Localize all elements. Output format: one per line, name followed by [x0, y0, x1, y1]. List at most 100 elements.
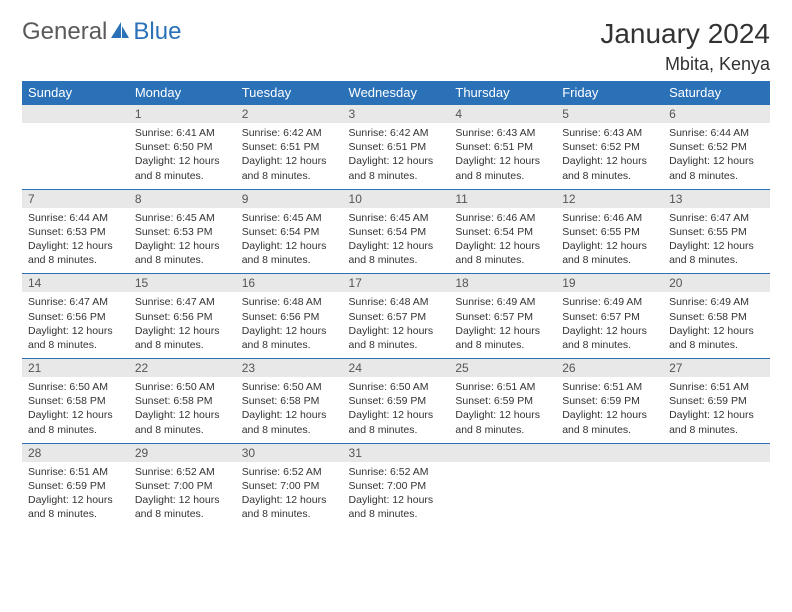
sunset-line: Sunset: 6:58 PM	[135, 394, 230, 408]
daylight-line: Daylight: 12 hours and 8 minutes.	[349, 154, 444, 182]
sunrise-line: Sunrise: 6:43 AM	[562, 126, 657, 140]
day-cell: Sunrise: 6:48 AMSunset: 6:57 PMDaylight:…	[343, 292, 450, 358]
sunset-line: Sunset: 6:58 PM	[28, 394, 123, 408]
day-number: 13	[663, 189, 770, 208]
day-number: 20	[663, 274, 770, 293]
day-number: 26	[556, 359, 663, 378]
day-number	[22, 105, 129, 124]
sunrise-line: Sunrise: 6:51 AM	[28, 465, 123, 479]
location: Mbita, Kenya	[600, 54, 770, 75]
day-number-row: 123456	[22, 105, 770, 124]
daylight-line: Daylight: 12 hours and 8 minutes.	[242, 408, 337, 436]
sunrise-line: Sunrise: 6:45 AM	[349, 211, 444, 225]
sunset-line: Sunset: 6:59 PM	[669, 394, 764, 408]
day-cell: Sunrise: 6:47 AMSunset: 6:55 PMDaylight:…	[663, 208, 770, 274]
sunrise-line: Sunrise: 6:50 AM	[349, 380, 444, 394]
day-cell: Sunrise: 6:44 AMSunset: 6:52 PMDaylight:…	[663, 123, 770, 189]
day-content-row: Sunrise: 6:44 AMSunset: 6:53 PMDaylight:…	[22, 208, 770, 274]
sunrise-line: Sunrise: 6:43 AM	[455, 126, 550, 140]
day-number-row: 14151617181920	[22, 274, 770, 293]
sunrise-line: Sunrise: 6:52 AM	[349, 465, 444, 479]
logo-text-blue: Blue	[133, 18, 181, 46]
weekday-header: Wednesday	[343, 81, 450, 105]
sunset-line: Sunset: 6:59 PM	[562, 394, 657, 408]
sunset-line: Sunset: 6:58 PM	[669, 310, 764, 324]
day-cell: Sunrise: 6:46 AMSunset: 6:55 PMDaylight:…	[556, 208, 663, 274]
day-number: 31	[343, 443, 450, 462]
sunrise-line: Sunrise: 6:47 AM	[669, 211, 764, 225]
day-number: 7	[22, 189, 129, 208]
weekday-header: Tuesday	[236, 81, 343, 105]
daylight-line: Daylight: 12 hours and 8 minutes.	[455, 324, 550, 352]
day-number: 29	[129, 443, 236, 462]
daylight-line: Daylight: 12 hours and 8 minutes.	[669, 324, 764, 352]
sunrise-line: Sunrise: 6:50 AM	[135, 380, 230, 394]
day-content-row: Sunrise: 6:51 AMSunset: 6:59 PMDaylight:…	[22, 462, 770, 528]
title-block: January 2024 Mbita, Kenya	[600, 18, 770, 75]
daylight-line: Daylight: 12 hours and 8 minutes.	[135, 154, 230, 182]
day-number-row: 28293031	[22, 443, 770, 462]
day-number: 5	[556, 105, 663, 124]
day-cell: Sunrise: 6:50 AMSunset: 6:58 PMDaylight:…	[129, 377, 236, 443]
sunset-line: Sunset: 6:59 PM	[455, 394, 550, 408]
daylight-line: Daylight: 12 hours and 8 minutes.	[349, 324, 444, 352]
sunrise-line: Sunrise: 6:51 AM	[562, 380, 657, 394]
sunrise-line: Sunrise: 6:50 AM	[28, 380, 123, 394]
day-number: 12	[556, 189, 663, 208]
day-cell: Sunrise: 6:52 AMSunset: 7:00 PMDaylight:…	[236, 462, 343, 528]
day-cell: Sunrise: 6:48 AMSunset: 6:56 PMDaylight:…	[236, 292, 343, 358]
day-cell: Sunrise: 6:47 AMSunset: 6:56 PMDaylight:…	[22, 292, 129, 358]
sunset-line: Sunset: 6:56 PM	[242, 310, 337, 324]
day-cell: Sunrise: 6:50 AMSunset: 6:58 PMDaylight:…	[22, 377, 129, 443]
sunset-line: Sunset: 6:56 PM	[28, 310, 123, 324]
daylight-line: Daylight: 12 hours and 8 minutes.	[242, 324, 337, 352]
day-content-row: Sunrise: 6:50 AMSunset: 6:58 PMDaylight:…	[22, 377, 770, 443]
day-cell: Sunrise: 6:51 AMSunset: 6:59 PMDaylight:…	[449, 377, 556, 443]
sunset-line: Sunset: 6:57 PM	[562, 310, 657, 324]
day-number: 23	[236, 359, 343, 378]
day-cell: Sunrise: 6:49 AMSunset: 6:58 PMDaylight:…	[663, 292, 770, 358]
day-cell: Sunrise: 6:50 AMSunset: 6:58 PMDaylight:…	[236, 377, 343, 443]
day-number: 1	[129, 105, 236, 124]
day-number: 16	[236, 274, 343, 293]
day-content-row: Sunrise: 6:41 AMSunset: 6:50 PMDaylight:…	[22, 123, 770, 189]
sunset-line: Sunset: 6:54 PM	[242, 225, 337, 239]
daylight-line: Daylight: 12 hours and 8 minutes.	[349, 239, 444, 267]
day-number: 17	[343, 274, 450, 293]
day-number: 2	[236, 105, 343, 124]
weekday-header-row: SundayMondayTuesdayWednesdayThursdayFrid…	[22, 81, 770, 105]
logo-text-general: General	[22, 18, 107, 46]
day-cell: Sunrise: 6:43 AMSunset: 6:51 PMDaylight:…	[449, 123, 556, 189]
sunrise-line: Sunrise: 6:49 AM	[562, 295, 657, 309]
day-number: 27	[663, 359, 770, 378]
day-cell: Sunrise: 6:52 AMSunset: 7:00 PMDaylight:…	[343, 462, 450, 528]
daylight-line: Daylight: 12 hours and 8 minutes.	[242, 239, 337, 267]
sunset-line: Sunset: 6:59 PM	[28, 479, 123, 493]
daylight-line: Daylight: 12 hours and 8 minutes.	[28, 493, 123, 521]
sunset-line: Sunset: 7:00 PM	[135, 479, 230, 493]
day-cell: Sunrise: 6:43 AMSunset: 6:52 PMDaylight:…	[556, 123, 663, 189]
day-number: 6	[663, 105, 770, 124]
sunset-line: Sunset: 6:51 PM	[455, 140, 550, 154]
sunrise-line: Sunrise: 6:44 AM	[28, 211, 123, 225]
day-number: 25	[449, 359, 556, 378]
day-cell	[22, 123, 129, 189]
sunrise-line: Sunrise: 6:46 AM	[562, 211, 657, 225]
day-number	[663, 443, 770, 462]
day-cell: Sunrise: 6:51 AMSunset: 6:59 PMDaylight:…	[22, 462, 129, 528]
sunset-line: Sunset: 6:57 PM	[455, 310, 550, 324]
sunrise-line: Sunrise: 6:42 AM	[242, 126, 337, 140]
daylight-line: Daylight: 12 hours and 8 minutes.	[135, 324, 230, 352]
day-number: 28	[22, 443, 129, 462]
daylight-line: Daylight: 12 hours and 8 minutes.	[562, 408, 657, 436]
sunrise-line: Sunrise: 6:51 AM	[669, 380, 764, 394]
day-number: 11	[449, 189, 556, 208]
day-number: 24	[343, 359, 450, 378]
sunset-line: Sunset: 6:50 PM	[135, 140, 230, 154]
sunset-line: Sunset: 6:52 PM	[562, 140, 657, 154]
sunrise-line: Sunrise: 6:49 AM	[455, 295, 550, 309]
day-number-row: 78910111213	[22, 189, 770, 208]
daylight-line: Daylight: 12 hours and 8 minutes.	[455, 239, 550, 267]
day-cell: Sunrise: 6:49 AMSunset: 6:57 PMDaylight:…	[556, 292, 663, 358]
logo-sail-icon	[109, 20, 131, 45]
